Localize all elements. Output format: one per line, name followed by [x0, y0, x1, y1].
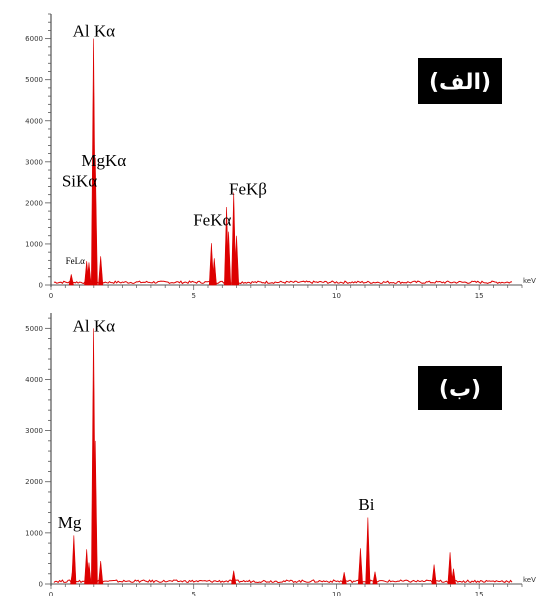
peak-annotation: FeLα	[66, 256, 85, 266]
panel-label-badge	[418, 58, 502, 104]
spectrum-peak	[98, 256, 104, 286]
y-tick-label: 0	[39, 282, 43, 290]
spectrum-peak	[71, 535, 77, 585]
spectrum-peak	[86, 562, 92, 585]
spectrum-baseline	[53, 280, 513, 285]
spectrum-peak	[92, 440, 98, 585]
x-tick-label: 5	[191, 591, 195, 596]
spectrum-peak	[234, 235, 240, 286]
peak-annotation: Bi	[358, 495, 374, 514]
spectrum-peak	[341, 572, 347, 585]
y-tick-label: 6000	[25, 35, 43, 43]
y-tick-label: 1000	[25, 529, 43, 537]
y-tick-label: 2000	[25, 199, 43, 207]
y-tick-label: 5000	[25, 76, 43, 84]
x-tick-label: 5	[191, 292, 195, 300]
spectrum-peak	[208, 243, 214, 286]
peak-annotation: MgKα	[81, 151, 126, 170]
y-tick-label: 4000	[25, 117, 43, 125]
panel-label-text: (الف)	[429, 70, 491, 95]
spectrum-peak	[365, 517, 371, 585]
spectrum-peak	[68, 274, 74, 286]
y-tick-label: 0	[39, 581, 43, 589]
x-tick-label: 0	[49, 292, 53, 300]
x-tick-label: 15	[475, 292, 484, 300]
x-tick-label: 10	[332, 292, 341, 300]
spectrum-panel-2: 0 1000 2000 3000 4000 5000 0 5 10 15 keV Al Kα Mg Bi (…	[25, 313, 536, 596]
spectrum-peak	[86, 262, 92, 286]
peak-annotation: FeKβ	[229, 180, 267, 199]
spectrum-baseline	[53, 579, 513, 584]
spectrum-peak	[92, 157, 98, 286]
spectrum-peak	[231, 570, 237, 585]
spectrum-peak	[98, 560, 104, 585]
panel-label-text: (ب)	[439, 377, 481, 402]
peak-annotation: Al Kα	[73, 22, 116, 41]
panel-label-badge	[418, 366, 502, 410]
y-tick-label: 3000	[25, 427, 43, 435]
y-tick-label: 1000	[25, 240, 43, 248]
spectrum-peak	[211, 258, 217, 286]
x-tick-label: 10	[332, 591, 341, 596]
x-unit-label: keV	[523, 576, 536, 584]
spectrum-peak	[226, 231, 232, 286]
x-tick-label: 0	[49, 591, 53, 596]
peak-annotation: SiKα	[62, 171, 97, 190]
y-tick-label: 3000	[25, 158, 43, 166]
y-tick-label: 2000	[25, 478, 43, 486]
x-tick-label: 15	[475, 591, 484, 596]
spectrum-peak	[357, 548, 363, 585]
spectrum-peak	[231, 192, 237, 286]
spectrum-panel-1: 0 1000 2000 3000 4000 5000 6000 0 5 10 15 keV Al Kα M…	[25, 13, 536, 300]
peak-annotation: FeKα	[193, 210, 231, 229]
peak-annotation: Mg	[58, 513, 82, 532]
y-tick-label: 4000	[25, 376, 43, 384]
spectrum-peak	[447, 552, 453, 585]
spectrum-peak	[431, 564, 437, 585]
y-tick-label: 5000	[25, 325, 43, 333]
spectrum-peak	[450, 568, 457, 585]
spectrum-peak	[372, 571, 378, 585]
x-unit-label: keV	[523, 277, 536, 285]
peak-annotation: Al Kα	[73, 316, 116, 335]
